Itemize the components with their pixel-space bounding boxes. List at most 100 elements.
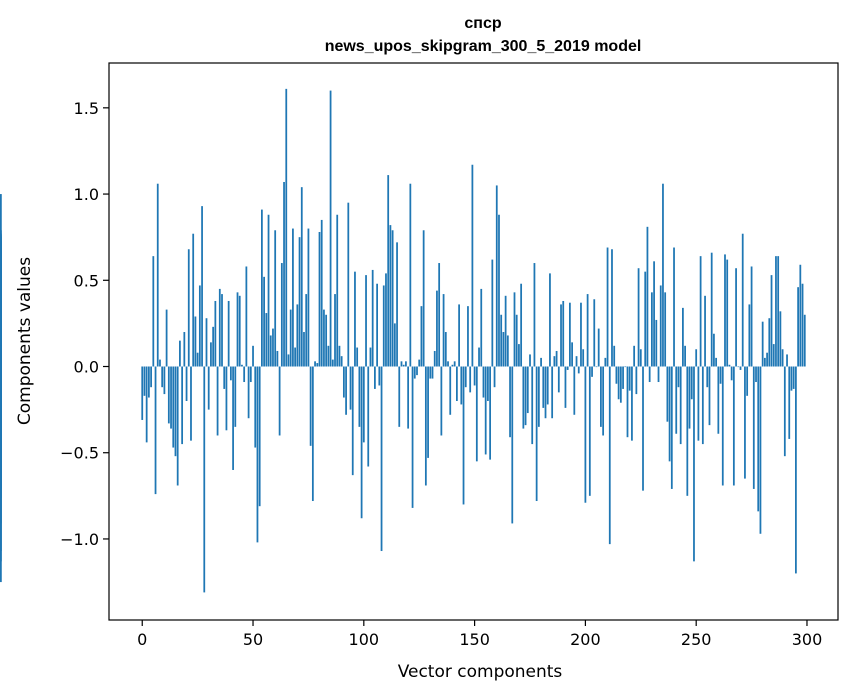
bar: [314, 361, 316, 367]
bar: [613, 345, 616, 367]
bar: [179, 340, 181, 367]
bar: [296, 304, 299, 367]
bar: [232, 366, 234, 470]
bar: [385, 273, 387, 367]
bar: [163, 366, 166, 395]
bar: [156, 183, 159, 367]
bar: [378, 366, 381, 386]
bar: [582, 349, 585, 367]
x-axis-ticks: 0 50 100 150 200 250 300: [137, 620, 822, 649]
bar: [422, 230, 425, 367]
bar: [354, 271, 356, 367]
bar: [606, 247, 609, 367]
chart-title: спср: [464, 15, 501, 32]
bar: [254, 366, 257, 448]
bar: [520, 283, 523, 367]
bar: [418, 359, 421, 367]
bar: [668, 366, 671, 462]
bar: [595, 366, 598, 368]
bar: [484, 366, 487, 455]
bar: [167, 366, 170, 424]
bar: [693, 366, 695, 562]
bar: [526, 366, 529, 414]
bar: [549, 273, 551, 367]
bar: [300, 187, 303, 367]
bar: [269, 335, 272, 367]
bar: [447, 361, 449, 367]
bar: [615, 366, 618, 384]
bar: [362, 366, 365, 443]
bar: [555, 350, 558, 367]
bar: [227, 300, 230, 367]
bar: [721, 366, 724, 486]
bar: [744, 366, 746, 479]
bar: [356, 347, 359, 367]
y-tick-label: 0.5: [74, 271, 99, 290]
bar: [535, 366, 538, 502]
bar: [504, 295, 507, 367]
bar: [456, 366, 458, 401]
bar: [407, 366, 410, 429]
bar: [276, 350, 279, 367]
x-tick-label: 250: [681, 630, 712, 649]
bar: [400, 361, 403, 367]
bar: [283, 181, 285, 367]
bar: [735, 268, 737, 367]
bar: [750, 266, 753, 367]
bar: [0, 233, 2, 367]
bar: [424, 366, 427, 486]
bar: [553, 356, 556, 367]
bar: [274, 230, 277, 367]
bar: [763, 357, 766, 367]
bar: [223, 366, 226, 389]
bar: [664, 292, 667, 367]
bar: [318, 232, 321, 367]
bar: [544, 366, 547, 419]
bar: [0, 366, 2, 583]
bar: [690, 366, 693, 400]
bar: [365, 275, 367, 367]
bar: [185, 366, 188, 401]
bar: [506, 335, 509, 367]
bar: [336, 214, 339, 367]
bar: [657, 366, 660, 383]
plot-frame: [108, 62, 839, 621]
bar: [256, 366, 259, 543]
bar: [704, 295, 706, 367]
bar: [216, 366, 219, 436]
bar: [588, 366, 591, 496]
bar: [478, 347, 480, 367]
bar: [148, 366, 150, 398]
bar: [205, 318, 208, 367]
bar: [730, 366, 733, 381]
bar: [438, 263, 441, 367]
bar: [174, 366, 177, 457]
bar: [294, 347, 297, 367]
bar: [245, 266, 248, 367]
bar: [648, 366, 651, 383]
bar: [679, 366, 682, 445]
bar: [458, 304, 460, 367]
bar: [608, 366, 611, 545]
bar: [0, 345, 2, 367]
bar: [327, 345, 330, 367]
bar: [475, 366, 478, 462]
bar: [557, 366, 560, 393]
bar: [409, 183, 412, 367]
bar: [509, 366, 511, 438]
bar: [329, 90, 332, 367]
bar: [442, 294, 445, 367]
bar: [803, 314, 806, 367]
bar: [710, 252, 713, 367]
bar: [267, 214, 270, 367]
bar: [342, 366, 345, 398]
y-tick-label: −1.0: [60, 530, 99, 549]
bar: [737, 366, 740, 368]
bar: [746, 366, 749, 396]
bar: [631, 366, 633, 441]
bar: [498, 214, 500, 367]
bar: [347, 202, 350, 367]
chart-subtitle: news_upos_skipgram_300_5_2019 model: [325, 38, 642, 55]
bar: [351, 366, 354, 476]
